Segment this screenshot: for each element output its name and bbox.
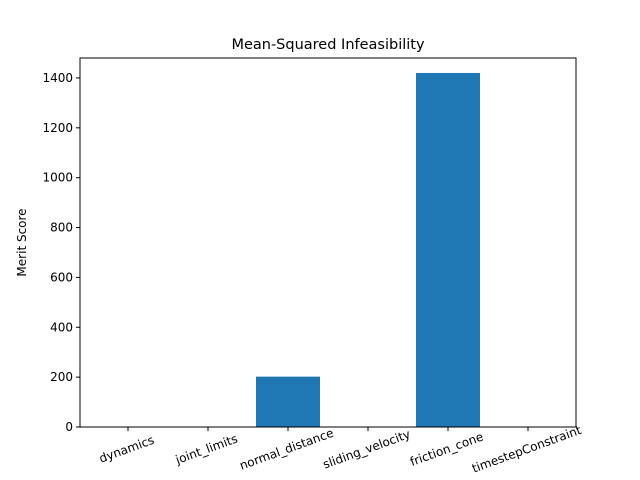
y-tick-label: 800 bbox=[50, 221, 73, 235]
y-tick-label: 1400 bbox=[42, 71, 73, 85]
bar-friction-cone bbox=[416, 72, 480, 428]
y-tick-label: 0 bbox=[65, 420, 73, 434]
y-tick-label: 600 bbox=[50, 270, 73, 284]
x-tick-label: timestepConstraint bbox=[470, 423, 583, 476]
x-tick-label: sliding_velocity bbox=[321, 427, 412, 472]
chart-title: Mean-Squared Infeasibility bbox=[231, 37, 425, 53]
y-axis-label: Merit Score bbox=[15, 208, 29, 276]
x-tick-label: normal_distance bbox=[238, 426, 336, 473]
y-tick-label: 200 bbox=[50, 370, 73, 384]
y-tick-label: 1200 bbox=[42, 121, 73, 135]
x-axis: dynamics joint_limitsnormal_distanceslidi… bbox=[97, 423, 583, 476]
bars-group bbox=[256, 72, 480, 428]
y-tick-label: 400 bbox=[50, 320, 73, 334]
x-tick-label: dynamics bbox=[97, 433, 156, 466]
y-tick-label: 1000 bbox=[42, 171, 73, 185]
y-axis: 0 200 400 600 800 1000 1200 1400 bbox=[42, 71, 80, 434]
plot-frame bbox=[79, 57, 577, 428]
bar-normal-distance bbox=[256, 376, 320, 427]
x-tick-label: joint_limits bbox=[173, 432, 240, 468]
